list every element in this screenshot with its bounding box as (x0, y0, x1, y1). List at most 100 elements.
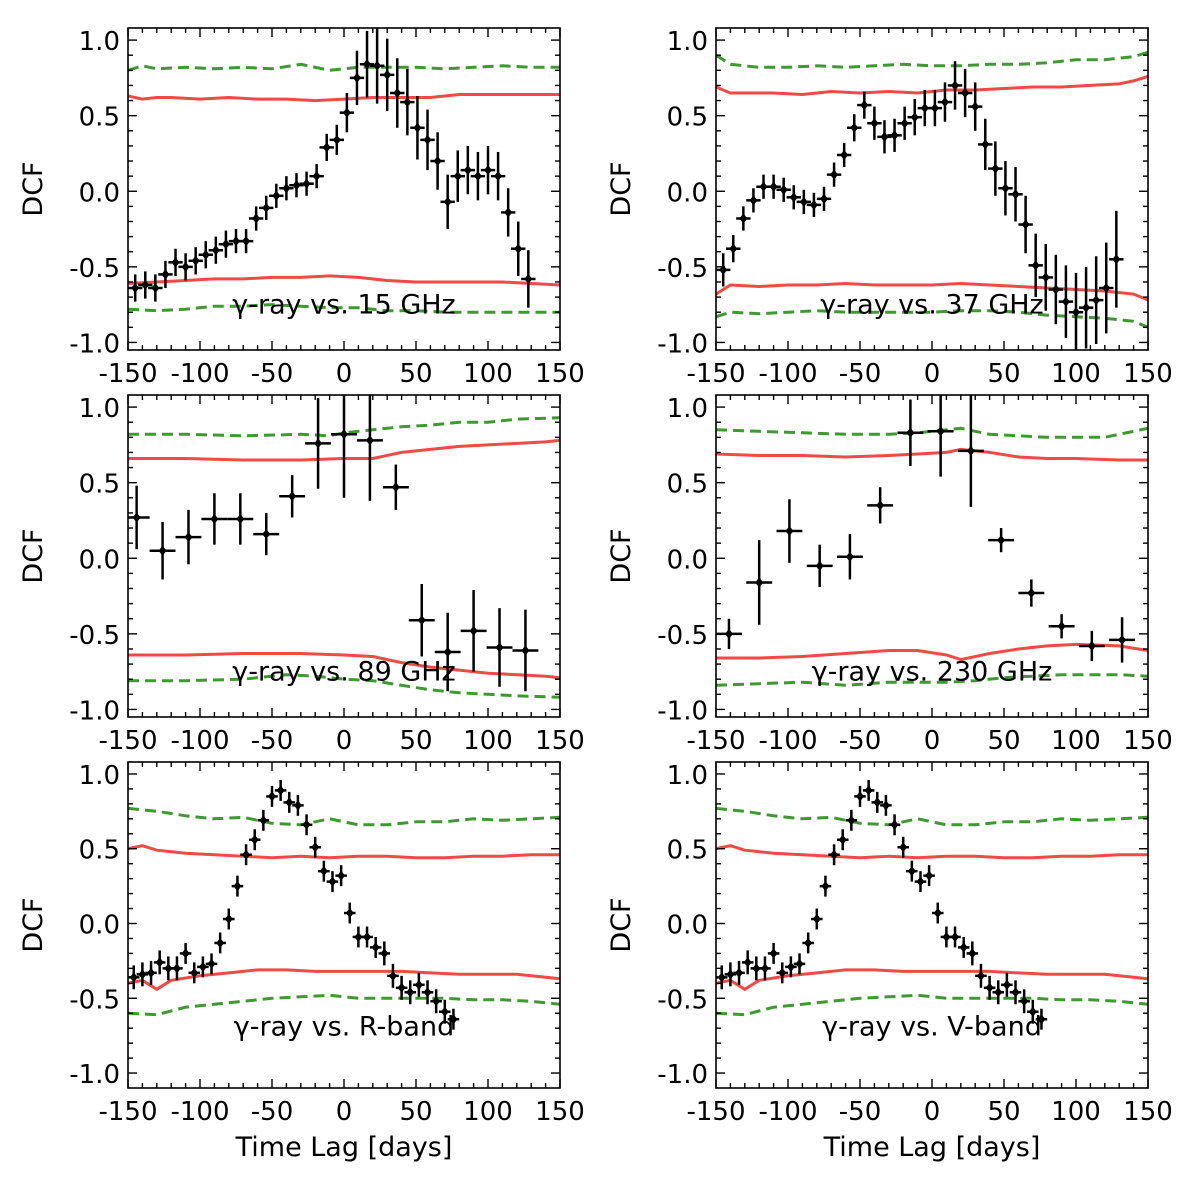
data-point (387, 963, 399, 988)
point-marker (1002, 979, 1011, 990)
y-tick-label: 0.5 (667, 836, 708, 866)
point-marker (292, 180, 301, 191)
point-marker (494, 171, 503, 182)
point-marker (328, 876, 337, 887)
data-point (460, 590, 487, 672)
point-marker (406, 987, 415, 998)
data-point (434, 612, 461, 692)
point-marker (363, 931, 372, 942)
point-marker (1087, 640, 1096, 651)
data-point (198, 241, 213, 269)
point-marker (314, 438, 323, 449)
data-point (845, 809, 858, 831)
data-point (988, 528, 1015, 553)
point-marker (779, 184, 788, 195)
point-marker (717, 972, 726, 983)
data-point (352, 926, 365, 948)
point-marker (942, 931, 951, 942)
y-axis-label: DCF (606, 528, 637, 583)
outer-lower-line (128, 303, 560, 314)
data-point (746, 188, 761, 213)
inner-upper-line (128, 438, 560, 462)
data-point (168, 248, 183, 276)
point-marker (393, 88, 402, 99)
data-point (826, 162, 842, 187)
inner-lower-line (128, 968, 560, 992)
point-marker (786, 961, 795, 972)
point-marker (743, 957, 752, 968)
data-point (171, 956, 183, 981)
data-point (408, 583, 435, 657)
panel-1: 1.0 0.5 0.0 -0.5 -1.0-150 -100 -50 0 50 100 150 DCF… (18, 27, 585, 389)
y-tick-label: 0.0 (79, 545, 120, 575)
point-marker (981, 139, 990, 150)
point-marker (172, 963, 181, 974)
x-tick-label: 100 (1051, 726, 1101, 756)
data-point (806, 192, 822, 217)
data-point (1048, 614, 1075, 639)
data-point (793, 953, 806, 975)
x-tick-label: 100 (1051, 1097, 1101, 1127)
point-marker (524, 273, 533, 284)
point-marker (319, 866, 328, 877)
data-point (309, 836, 321, 858)
point-marker (414, 979, 423, 990)
point-marker (916, 876, 925, 887)
data-point (201, 493, 228, 545)
data-point (897, 836, 909, 858)
point-marker (830, 169, 839, 180)
point-marker (352, 72, 361, 83)
point-marker (940, 97, 949, 108)
point-marker (449, 1014, 458, 1025)
data-point (923, 865, 935, 887)
data-point (369, 28, 385, 104)
data-point (179, 942, 192, 964)
point-marker (821, 881, 830, 892)
point-marker (920, 103, 929, 114)
data-point (1038, 244, 1053, 311)
panel-2: 1.0 0.5 0.0 -0.5 -1.0-150 -100 -50 0 50 100 150 DCF… (606, 27, 1173, 389)
point-marker (769, 948, 778, 959)
y-tick-label: 1.0 (667, 394, 708, 424)
data-point (369, 936, 382, 958)
inner-upper-line (128, 93, 560, 103)
point-marker (1092, 295, 1101, 306)
data-point (992, 980, 1004, 1005)
point-marker (312, 171, 321, 182)
point-marker (1021, 219, 1030, 230)
data-point (420, 109, 435, 171)
point-marker (463, 165, 472, 176)
x-tick-label: 100 (463, 726, 513, 756)
data-point (240, 844, 252, 866)
data-point (927, 395, 954, 477)
point-marker (373, 60, 382, 71)
point-marker (881, 800, 890, 811)
y-tick-label: 1.0 (79, 761, 120, 791)
point-marker (288, 491, 297, 502)
data-point (897, 399, 924, 467)
data-point (867, 487, 894, 524)
point-marker (417, 615, 426, 626)
data-point (238, 229, 254, 254)
panel-annotation: γ-ray vs. 15 GHz (232, 290, 455, 321)
point-marker (216, 937, 225, 948)
data-point (218, 230, 234, 258)
data-point (223, 908, 235, 930)
point-marker (184, 532, 193, 543)
y-tick-label: 0.5 (667, 470, 708, 500)
y-tick-label: -0.5 (69, 621, 120, 651)
outer-upper-line (128, 416, 560, 438)
data-point (486, 608, 513, 687)
x-axis-label: Time Lag [days] (823, 1132, 1041, 1163)
data-point (785, 956, 797, 978)
data-point (957, 936, 970, 958)
y-tick-label: 0.0 (79, 178, 120, 208)
data-point (279, 176, 294, 201)
data-point (490, 151, 506, 201)
outer-upper-line (716, 426, 1148, 439)
x-tick-label: -150 (98, 359, 157, 389)
point-marker (997, 535, 1006, 546)
panel-4: 1.0 0.5 0.0 -0.5 -1.0-150 -100 -50 0 50 100 150 DCF… (606, 394, 1173, 756)
data-point (378, 941, 391, 966)
inner-upper-line (716, 74, 1148, 97)
